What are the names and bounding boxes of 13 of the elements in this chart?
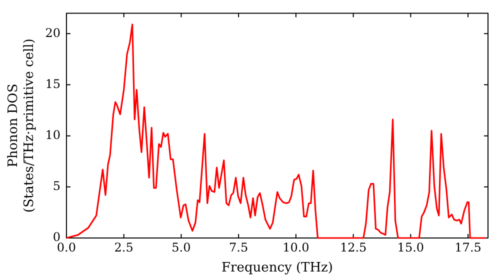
- y-tick-label: 10: [45, 128, 60, 142]
- x-tick-label: 5.0: [172, 240, 191, 254]
- x-tick-label: 12.5: [340, 240, 367, 254]
- y-tick-label: 15: [45, 76, 60, 91]
- y-axis-title: Phonon DOS (States/THz·primitive cell): [6, 38, 37, 213]
- x-tick-label: 7.5: [229, 240, 248, 254]
- x-tick-label: 10.0: [282, 240, 310, 254]
- y-tick-label: 5: [52, 179, 60, 194]
- x-tick-label: 2.5: [114, 240, 134, 254]
- y-tick-label: 20: [45, 26, 60, 40]
- x-axis-title: Frequency (THz): [222, 260, 333, 276]
- x-tick-label: 17.5: [454, 240, 482, 254]
- x-tick-label: 15.0: [397, 240, 424, 254]
